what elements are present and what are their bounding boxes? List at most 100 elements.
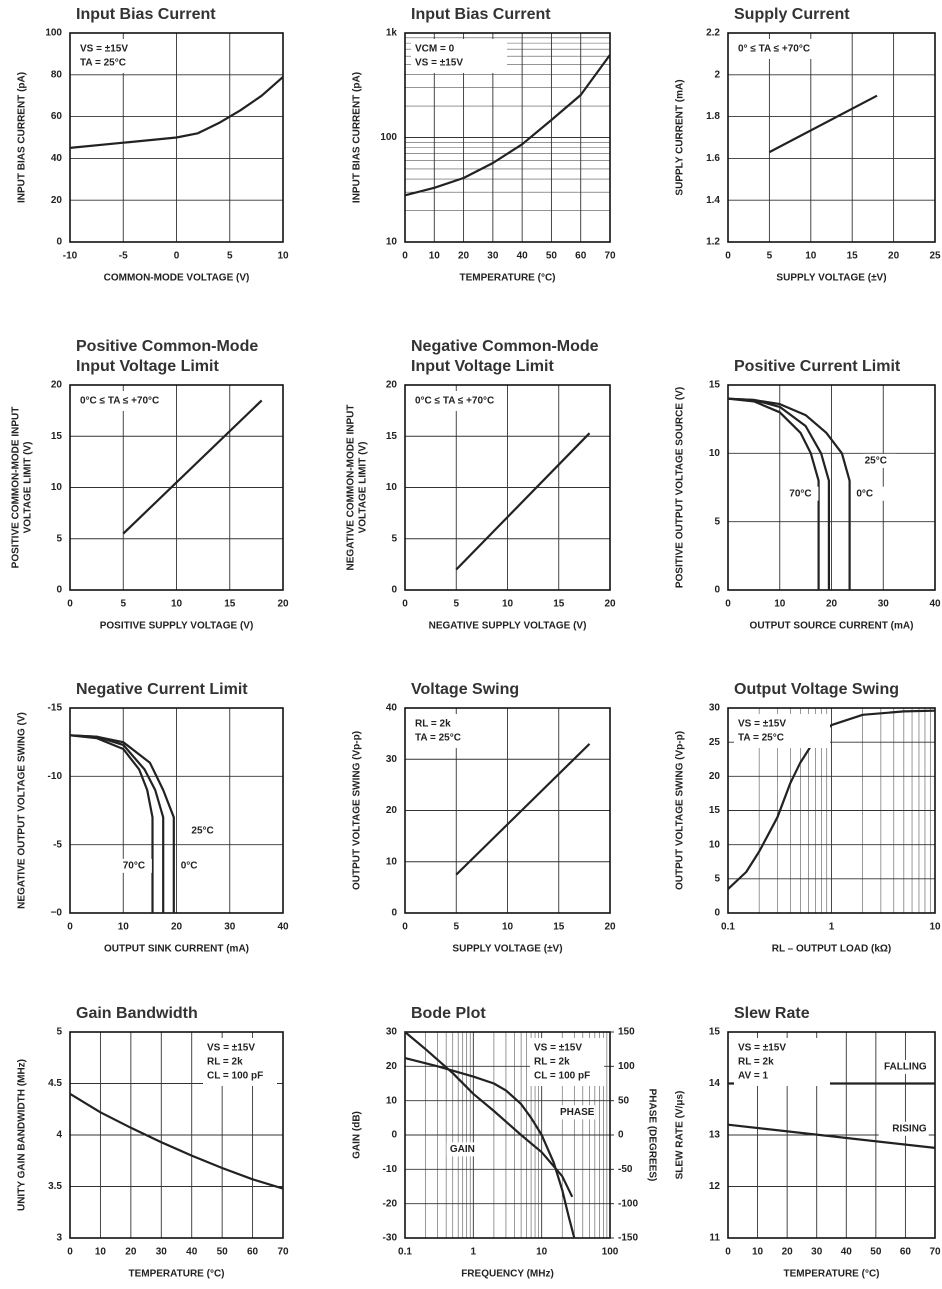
plot-frame bbox=[69, 32, 284, 243]
x-tick-label: 10 bbox=[502, 922, 514, 933]
data-line bbox=[404, 1057, 576, 1239]
chart-title: Output Voltage Swing bbox=[734, 681, 899, 698]
x-tick-label: 15 bbox=[553, 599, 565, 610]
series-label: GAIN bbox=[450, 1144, 475, 1155]
y-tick-label: 13 bbox=[709, 1130, 721, 1141]
annotation: RL = 2k bbox=[415, 719, 451, 730]
y-tick-label: 20 bbox=[709, 771, 721, 782]
chart-title: Input Voltage Limit bbox=[76, 358, 219, 375]
data-line bbox=[69, 734, 175, 913]
x-tick-label: 20 bbox=[125, 1247, 137, 1258]
y-tick-label: 2.2 bbox=[706, 28, 720, 39]
annotation: VS = ±15V bbox=[80, 44, 128, 55]
x-tick-label: 30 bbox=[224, 922, 236, 933]
plot-frame bbox=[404, 384, 611, 591]
x-tick-label: 10 bbox=[752, 1247, 764, 1258]
annotation-box bbox=[734, 39, 830, 59]
x-tick-label: 10 bbox=[536, 1247, 548, 1258]
data-line bbox=[69, 734, 154, 913]
x-tick-label: 20 bbox=[277, 599, 289, 610]
series-label-bg bbox=[117, 858, 152, 873]
annotation: CL = 100 pF bbox=[207, 1071, 263, 1082]
x-tick-label: 0 bbox=[725, 251, 731, 262]
x-tick-label: 10 bbox=[171, 599, 183, 610]
series-label: 0°C bbox=[181, 860, 198, 871]
x-tick-label: 10 bbox=[502, 599, 514, 610]
y-tick-label: 20 bbox=[51, 380, 63, 391]
x-tick-label: 60 bbox=[900, 1247, 912, 1258]
data-line bbox=[455, 432, 591, 571]
y-tick-label: 12 bbox=[709, 1181, 721, 1192]
y-tick-label: 20 bbox=[386, 1061, 398, 1072]
annotation: RL = 2k bbox=[207, 1057, 243, 1068]
y-tick-label: 14 bbox=[709, 1078, 721, 1089]
chart-title: Positive Common-Mode bbox=[76, 338, 258, 355]
y-tick-label: 10 bbox=[386, 856, 398, 867]
plot-frame bbox=[404, 32, 611, 243]
x-tick-label: 100 bbox=[602, 1247, 619, 1258]
y-tick-label: -10 bbox=[383, 1164, 398, 1175]
y-axis-label: GAIN (dB) bbox=[352, 1111, 363, 1159]
x-tick-label: 30 bbox=[487, 251, 499, 262]
y-tick-label: 0 bbox=[714, 908, 720, 919]
y2-tick-label: 50 bbox=[618, 1095, 630, 1106]
x-tick-label: 10 bbox=[774, 599, 786, 610]
y-tick-label: 5 bbox=[714, 873, 720, 884]
y-tick-label: 1.8 bbox=[706, 111, 720, 122]
annotation: TA = 25°C bbox=[738, 733, 784, 744]
annotation: 0° ≤ TA ≤ +70°C bbox=[738, 44, 810, 55]
annotation: VS = ±15V bbox=[738, 719, 786, 730]
x-tick-label: 40 bbox=[186, 1247, 198, 1258]
y2-axis-label: PHASE (DEGREES) bbox=[646, 1089, 657, 1182]
data-line bbox=[69, 1092, 284, 1190]
y-tick-label: 3 bbox=[56, 1233, 62, 1244]
x-tick-label: 70 bbox=[929, 1247, 941, 1258]
y-tick-label: 5 bbox=[714, 516, 720, 527]
y-tick-label: 0 bbox=[56, 237, 62, 248]
chart-title: Gain Bandwidth bbox=[76, 1005, 198, 1022]
x-tick-label: 0 bbox=[67, 922, 73, 933]
x-tick-label: 50 bbox=[870, 1247, 882, 1258]
y-tick-label: 4 bbox=[56, 1130, 62, 1141]
x-tick-label: 5 bbox=[767, 251, 773, 262]
data-line bbox=[727, 709, 936, 890]
annotation: VS = ±15V bbox=[738, 1043, 786, 1054]
y-tick-label: 100 bbox=[380, 132, 397, 143]
annotation: RL = 2k bbox=[534, 1057, 570, 1068]
plot-frame bbox=[727, 707, 936, 914]
series-label-bg bbox=[189, 824, 224, 838]
x-axis-label: POSITIVE SUPPLY VOLTAGE (V) bbox=[100, 621, 254, 632]
y-tick-label: -15 bbox=[48, 703, 63, 714]
x-tick-label: 15 bbox=[847, 251, 859, 262]
x-tick-label: 15 bbox=[553, 922, 565, 933]
y-tick-label: 40 bbox=[51, 153, 63, 164]
y-tick-label: 5 bbox=[56, 533, 62, 544]
x-tick-label: 1 bbox=[471, 1247, 477, 1258]
y-tick-label: 20 bbox=[51, 195, 63, 206]
x-axis-label: TEMPERATURE (°C) bbox=[459, 273, 555, 284]
y-tick-label: 3.5 bbox=[48, 1181, 62, 1192]
x-tick-label: 0 bbox=[67, 599, 73, 610]
x-tick-label: 0 bbox=[67, 1247, 73, 1258]
y-axis-label: INPUT BIAS CURRENT (pA) bbox=[17, 72, 28, 203]
x-tick-label: 10 bbox=[805, 251, 817, 262]
x-tick-label: 0 bbox=[402, 922, 408, 933]
data-line bbox=[727, 397, 851, 590]
x-tick-label: 20 bbox=[604, 922, 616, 933]
x-axis-label: NEGATIVE SUPPLY VOLTAGE (V) bbox=[429, 621, 587, 632]
y-axis-label: INPUT BIAS CURRENT (pA) bbox=[352, 72, 363, 203]
x-axis-label: SUPPLY VOLTAGE (±V) bbox=[452, 944, 562, 955]
x-tick-label: 40 bbox=[277, 922, 289, 933]
y2-tick-label: 100 bbox=[618, 1061, 635, 1072]
x-tick-label: 0 bbox=[174, 251, 180, 262]
y-tick-label: 80 bbox=[51, 69, 63, 80]
x-tick-label: 20 bbox=[171, 922, 183, 933]
annotation-box bbox=[411, 39, 507, 73]
series-label: FALLING bbox=[884, 1062, 927, 1073]
x-tick-label: -10 bbox=[63, 251, 78, 262]
x-tick-label: 0 bbox=[402, 251, 408, 262]
series-label-bg bbox=[178, 858, 213, 873]
y-axis-label: POSITIVE OUTPUT VOLTAGE SOURCE (V) bbox=[675, 387, 686, 588]
annotation-box bbox=[203, 1038, 277, 1086]
x-tick-label: 70 bbox=[277, 1247, 289, 1258]
